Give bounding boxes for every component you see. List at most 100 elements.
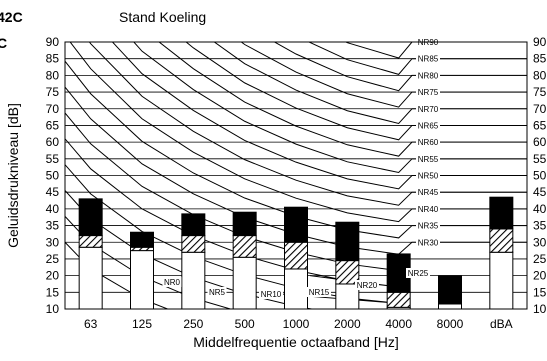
bar-upper (232, 211, 257, 237)
x-axis-label: Middelfrequentie octaafband [Hz] (193, 334, 398, 350)
y-tick-label-left: 55 (46, 152, 60, 166)
y-tick-label-left: 85 (46, 52, 60, 66)
nr-curve-label: NR80 (418, 71, 439, 80)
nr-label-bg (406, 268, 430, 278)
bar-upper (181, 213, 206, 237)
nr-curve-label: NR75 (418, 88, 439, 97)
nr-curve (240, 42, 527, 108)
bar-lower (284, 268, 308, 310)
nr-curve-label: NR35 (418, 222, 439, 231)
y-tick-label-right: 30 (533, 235, 547, 249)
nr-curve (213, 42, 527, 124)
y-tick-label-left: 65 (46, 118, 60, 132)
x-tick-label: 63 (84, 317, 98, 331)
y-tick-label-right: 85 (533, 52, 547, 66)
nr-curve-label: NR25 (408, 269, 429, 278)
y-tick-label-right: 65 (533, 118, 547, 132)
nr-curve (307, 42, 527, 75)
y-tick-label-right: 80 (533, 68, 547, 82)
nr-curve-label: NR45 (418, 188, 439, 197)
nr-label-bg (416, 70, 440, 81)
nr-curve (65, 241, 170, 309)
nr-label-bg (259, 289, 283, 299)
nr-curve-label: NR60 (418, 138, 439, 147)
bar-upper (438, 275, 462, 305)
bar-middle (130, 246, 154, 252)
x-tick-label: 1000 (283, 317, 310, 331)
y-tick-label-left: 30 (46, 235, 60, 249)
nr-curve (65, 216, 233, 309)
model-code-line-1: 42C (0, 9, 23, 25)
nr-label-bg (416, 203, 440, 214)
nr-label-bg (416, 103, 440, 114)
nr-label-bg (416, 53, 440, 64)
bar-middle (489, 228, 514, 253)
y-tick-label-right: 15 (533, 285, 547, 299)
y-tick-label-left: 70 (46, 102, 60, 116)
nr-curve-label: NR15 (309, 288, 330, 297)
x-tick-label: 8000 (437, 317, 464, 331)
nr-label-bg (416, 187, 440, 198)
nr-curve (111, 42, 527, 190)
x-tick-label: 2000 (334, 317, 361, 331)
y-tick-label-left: 75 (46, 85, 60, 99)
nr-label-bg (307, 287, 331, 297)
nr-curve-label: NR5 (209, 288, 226, 297)
nr-label-bg (416, 170, 440, 181)
nr-curve-label: NR50 (418, 172, 439, 181)
bar-middle (78, 235, 103, 248)
bar-upper (489, 196, 514, 230)
y-tick-label-right: 35 (533, 219, 547, 233)
nr-curve-label: NR0 (164, 278, 181, 287)
y-tick-label-left: 60 (46, 135, 60, 149)
bars (78, 196, 514, 310)
y-tick-label-left: 20 (46, 269, 60, 283)
nr-label-bg (416, 137, 440, 148)
nr-curve (133, 42, 527, 174)
y-tick-label-left: 50 (46, 169, 60, 183)
nr-curve (185, 42, 527, 141)
y-tick-label-right: 55 (533, 152, 547, 166)
y-tick-label-right: 50 (533, 169, 547, 183)
nr-label-bg (416, 153, 440, 164)
axes: 10 10 15 15 20 20 25 25 30 30 35 35 40 40 45 45 50 50 55 55… (5, 35, 547, 350)
nr-curve (88, 42, 527, 206)
bar-lower (130, 250, 154, 310)
plot-frame (64, 41, 528, 310)
nr-curve-label: NR65 (418, 121, 439, 130)
nr-curve-label: NR85 (418, 55, 439, 64)
y-tick-label-right: 75 (533, 85, 547, 99)
bar-middle (181, 235, 206, 253)
nr-curve (158, 42, 527, 157)
nr-curve-label: NR55 (418, 155, 439, 164)
bar-lower (489, 251, 514, 310)
y-tick-label-left: 25 (46, 252, 60, 266)
nr-curve (65, 60, 527, 239)
x-tick-label: 125 (132, 317, 152, 331)
nr-curve-label: NR30 (418, 238, 439, 247)
y-tick-label-left: 35 (46, 219, 60, 233)
nr-curve (65, 86, 527, 255)
y-tick-label-right: 60 (533, 135, 547, 149)
y-tick-label-right: 45 (533, 185, 547, 199)
x-tick-label: dBA (490, 317, 513, 331)
x-tick-label: 250 (183, 317, 203, 331)
nr-curve-label: NR70 (418, 105, 439, 114)
nr-label-bg (416, 87, 440, 98)
nr-label-bg (207, 287, 227, 297)
nr-curve-label: NR20 (357, 281, 378, 290)
model-code-line-2: C (0, 35, 8, 51)
bar-lower (438, 303, 462, 310)
nr-label-bg (416, 220, 440, 231)
x-tick-label: 500 (235, 317, 255, 331)
bar-upper (78, 198, 103, 237)
y-axis-label: Geluidsdrukniveau [dB] (5, 103, 21, 248)
nr-label-bg (162, 277, 182, 287)
y-tick-label-left: 90 (46, 35, 60, 49)
y-tick-label-right: 70 (533, 102, 547, 116)
nr-label-bg (416, 237, 440, 248)
chart-title: Stand Koeling (119, 9, 207, 25)
bar-middle (386, 291, 411, 308)
bar-lower (78, 246, 103, 310)
